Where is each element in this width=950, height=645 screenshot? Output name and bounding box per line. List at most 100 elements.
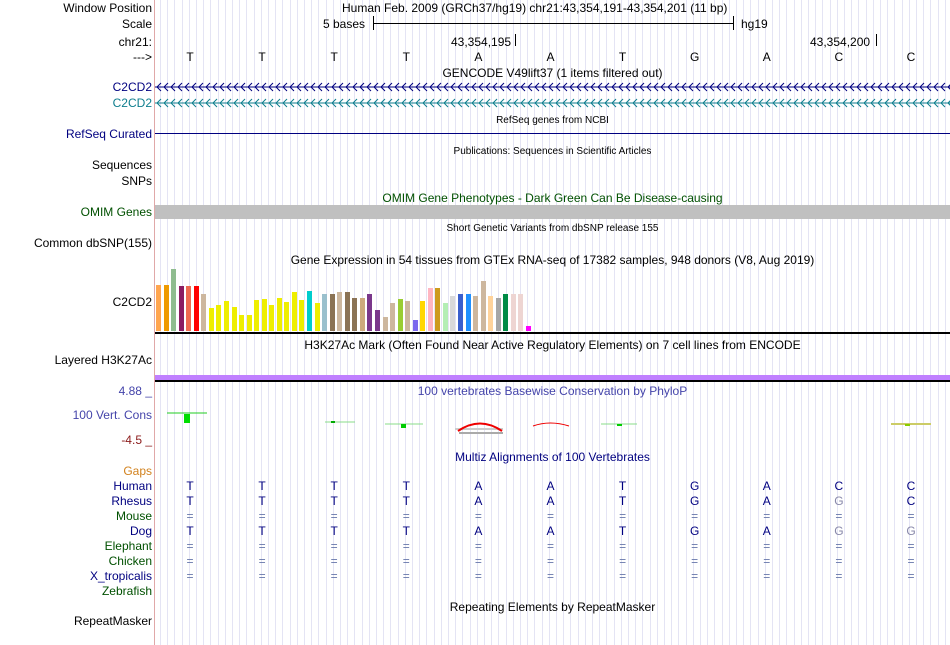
gtex-bar-chart[interactable] [156, 268, 536, 331]
omim-title[interactable]: OMIM Gene Phenotypes - Dark Green Can Be… [382, 191, 723, 205]
gencode-gene-label-2[interactable]: C2CD2 [112, 96, 152, 110]
gtex-bar-testis[interactable] [495, 298, 501, 331]
gtex-bar-pancreas[interactable] [435, 288, 441, 331]
gtex-bar-cells-fibroblasts[interactable] [322, 294, 328, 331]
gtex-bar-brain-cerebellar[interactable] [231, 307, 237, 331]
gtex-bar-brain-amygdala[interactable] [208, 308, 214, 331]
gtex-bar-artery-tibial[interactable] [193, 286, 199, 331]
gtex-bar-brain-hypothalamus[interactable] [269, 305, 275, 331]
gtex-bar-nerve-tibial[interactable] [420, 301, 426, 331]
grid-line [851, 0, 853, 645]
gtex-bar-whole-blood[interactable] [525, 326, 531, 331]
sequences-label[interactable]: Sequences [91, 158, 152, 172]
gtex-bar-cells-lymphocytes[interactable] [314, 303, 320, 331]
gtex-bar-bladder[interactable] [201, 294, 207, 331]
gtex-bar-colon-sigmoid[interactable] [329, 294, 335, 331]
gtex-bar-colon-transverse[interactable] [337, 292, 343, 331]
gtex-bar-heart-atrial[interactable] [367, 294, 373, 331]
gencode-gene-line-2[interactable] [155, 97, 950, 109]
species-label-mouse[interactable]: Mouse [115, 509, 152, 523]
gtex-bar-esophagus-muscularis[interactable] [359, 298, 365, 331]
species-label-chicken[interactable]: Chicken [108, 554, 152, 568]
phylop-max-label: 4.88 _ [118, 384, 152, 398]
gtex-bar-stomach[interactable] [488, 296, 494, 331]
gtex-bar-ovary[interactable] [427, 288, 433, 331]
repeatmasker-label[interactable]: RepeatMasker [73, 614, 152, 628]
snps-label[interactable]: SNPs [121, 174, 152, 188]
reference-base: C [834, 50, 844, 64]
phylop-label[interactable]: 100 Vert. Cons [72, 408, 152, 422]
gtex-bar-breast[interactable] [307, 291, 312, 331]
gtex-bar-muscle[interactable] [412, 320, 418, 331]
gtex-bar-brain-cortex[interactable] [246, 315, 252, 331]
alignment-base: G [906, 524, 916, 538]
dbsnp-label[interactable]: Common dbSNP(155) [33, 236, 152, 250]
gtex-bar-esophagus-mucosa[interactable] [352, 298, 358, 331]
gtex-bar-small-intestine[interactable] [473, 296, 479, 331]
gencode-gene-label-1[interactable]: C2CD2 [112, 80, 152, 94]
gtex-bar-brain-nucleus[interactable] [276, 298, 282, 331]
h3k27ac-label[interactable]: Layered H3K27Ac [54, 353, 152, 367]
gtex-bar-kidney-cortex[interactable] [382, 317, 388, 331]
phylop-title[interactable]: 100 vertebrates Basewise Conservation by… [417, 384, 688, 398]
alignment-base: = [546, 509, 554, 523]
gtex-bar-brain-frontal[interactable] [254, 300, 260, 331]
gtex-bar-artery-aorta[interactable] [178, 286, 184, 331]
gtex-bar-brain-caudate[interactable] [223, 301, 229, 331]
h3k27ac-title[interactable]: H3K27Ac Mark (Often Found Near Active Re… [304, 338, 801, 352]
gtex-bar-pituitary[interactable] [442, 303, 448, 331]
alignment-base: A [762, 524, 771, 538]
gtex-bar-artery-coronary[interactable] [186, 286, 192, 331]
grid-line [570, 0, 572, 645]
species-label-human[interactable]: Human [113, 479, 152, 493]
refseq-gene-line[interactable] [155, 133, 950, 134]
gtex-bar-lung[interactable] [397, 299, 403, 331]
gtex-bar-brain-cerebellum[interactable] [239, 315, 245, 331]
gtex-bar-skin-unexposed[interactable] [458, 294, 463, 331]
gtex-bar-thyroid[interactable] [503, 294, 509, 331]
gtex-bar-heart-ventricle[interactable] [374, 310, 380, 331]
grid-line [613, 0, 615, 645]
gtex-bar-minor-salivary[interactable] [405, 301, 411, 331]
gencode-gene-line-1[interactable] [155, 81, 950, 93]
gtex-bar-prostate[interactable] [450, 296, 456, 331]
omim-label[interactable]: OMIM Genes [80, 205, 152, 219]
h3k27ac-signal[interactable] [155, 375, 950, 380]
repeatmasker-title[interactable]: Repeating Elements by RepeatMasker [449, 600, 656, 614]
dbsnp-title[interactable]: Short Genetic Variants from dbSNP releas… [446, 223, 659, 234]
phylop-signal[interactable] [155, 398, 950, 440]
gtex-bar-liver[interactable] [390, 303, 396, 331]
gtex-bar-brain-spinal[interactable] [291, 292, 297, 331]
gtex-bar-adipose-visceral[interactable] [163, 285, 169, 331]
gaps-label[interactable]: Gaps [123, 464, 152, 478]
species-label-dog[interactable]: Dog [129, 524, 152, 538]
gtex-bar-spleen[interactable] [480, 281, 486, 331]
reference-base: C [906, 50, 916, 64]
alignment-base: = [402, 554, 410, 568]
gtex-title[interactable]: Gene Expression in 54 tissues from GTEx … [290, 253, 815, 267]
species-label-elephant[interactable]: Elephant [104, 539, 152, 553]
grid-line [606, 0, 608, 645]
gtex-bar-brain-substantia[interactable] [299, 300, 305, 331]
gtex-bar-brain-putamen[interactable] [284, 302, 290, 331]
species-label-rhesus[interactable]: Rhesus [111, 494, 152, 508]
gtex-bar-vagina[interactable] [518, 294, 524, 331]
gtex-bar-adipose-subcutaneous[interactable] [156, 285, 161, 331]
gtex-bar-esophagus-gej[interactable] [344, 292, 350, 331]
species-label-x_tropicalis[interactable]: X_tropicalis [89, 569, 152, 583]
gtex-bar-brain-hippocampus[interactable] [261, 299, 267, 331]
gtex-bar-skin-exposed[interactable] [465, 294, 471, 331]
omim-bar[interactable] [155, 205, 950, 219]
gtex-bar-brain-acc[interactable] [216, 305, 222, 331]
gtex-bar-uterus[interactable] [510, 294, 516, 331]
refseq-title[interactable]: RefSeq genes from NCBI [496, 115, 609, 126]
alignment-base: A [474, 494, 483, 508]
species-label-zebrafish[interactable]: Zebrafish [101, 584, 152, 598]
gtex-bar-adrenal[interactable] [171, 269, 177, 331]
refseq-label[interactable]: RefSeq Curated [65, 127, 152, 141]
alignment-base: = [835, 539, 843, 553]
multiz-title[interactable]: Multiz Alignments of 100 Vertebrates [455, 450, 650, 464]
publications-title[interactable]: Publications: Sequences in Scientific Ar… [453, 146, 652, 157]
gtex-label[interactable]: C2CD2 [112, 295, 152, 309]
gencode-title[interactable]: GENCODE V49lift37 (1 items filtered out) [442, 66, 663, 80]
